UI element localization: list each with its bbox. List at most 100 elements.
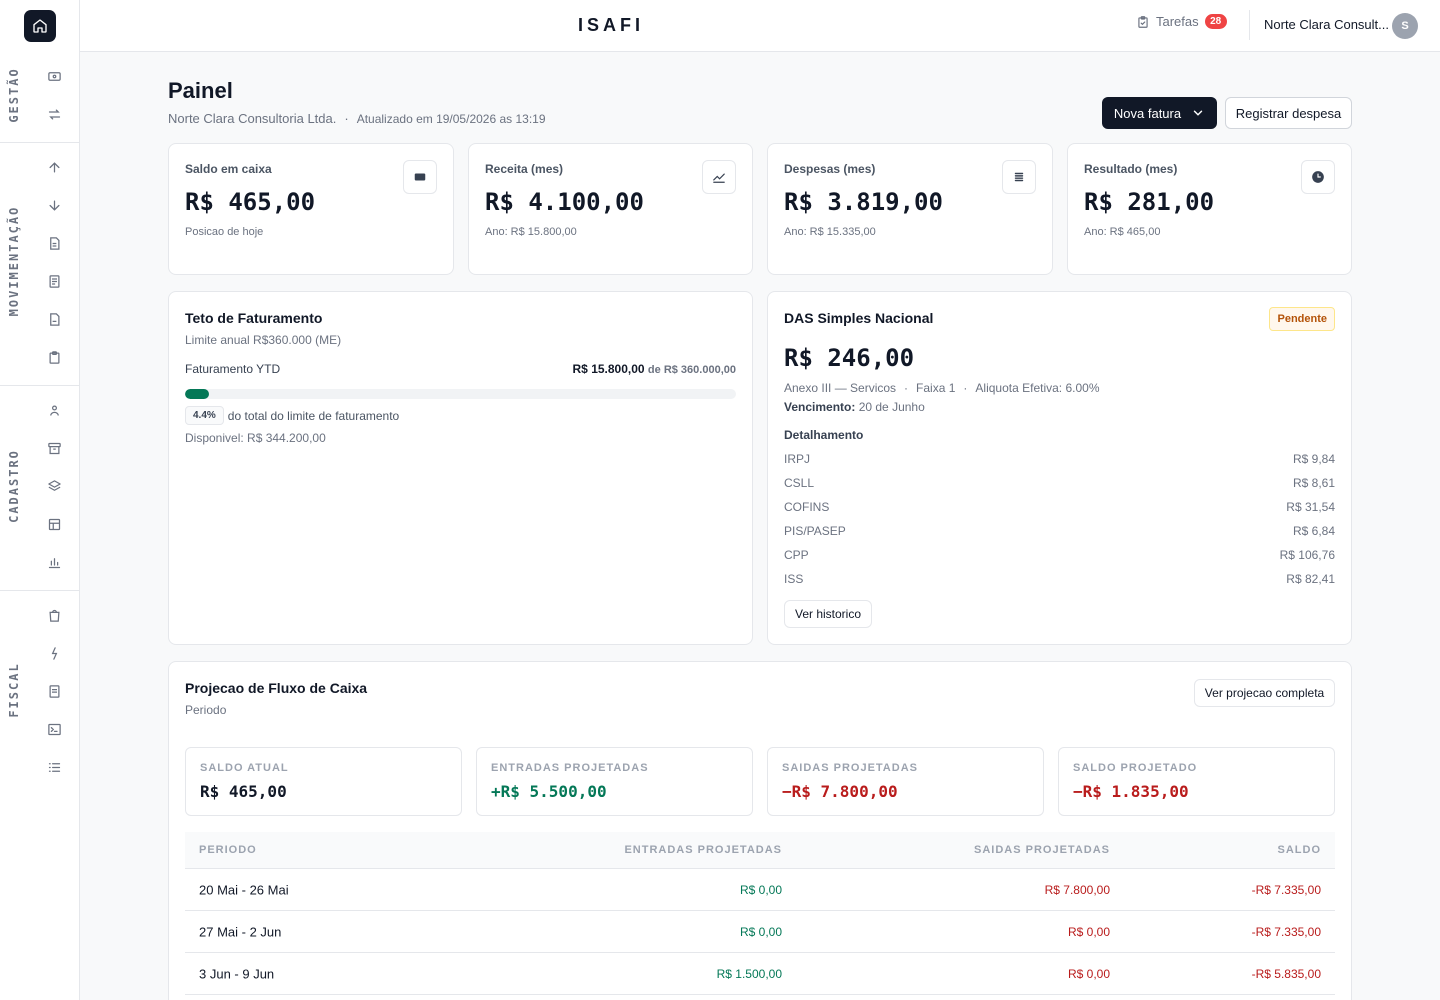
cell-outflow: R$ 0,00 bbox=[1067, 966, 1110, 981]
das-annex: Anexo III — Servicos bbox=[784, 381, 897, 395]
company-switcher[interactable]: Norte Clara Consult... bbox=[1264, 17, 1389, 32]
sidebar: GESTÃO MOVIMENTAÇÃO CADASTRO bbox=[0, 0, 80, 1000]
app-brand: ISAFI bbox=[577, 15, 644, 35]
document-icon[interactable] bbox=[44, 233, 64, 253]
register-expense-button[interactable]: Registrar despesa bbox=[1225, 97, 1352, 129]
new-invoice-button[interactable]: Nova fatura bbox=[1102, 97, 1217, 129]
tasks-label: Tarefas bbox=[1156, 14, 1199, 29]
column-header: PERIODO bbox=[199, 844, 257, 856]
topbar: ISAFI Tarefas 28 Norte Clara Consult... … bbox=[80, 0, 1440, 52]
separator-dot: · bbox=[344, 111, 349, 126]
page-subtitle: Norte Clara Consultoria Ltda. · Atualizado… bbox=[168, 111, 546, 126]
summary-card-projected-balance: SALDO PROJETADO −R$ 1.835,00 bbox=[1058, 747, 1335, 816]
tax-value: R$ 8,61 bbox=[1292, 476, 1335, 490]
invoice-icon[interactable] bbox=[44, 271, 64, 291]
chevron-down-icon bbox=[1193, 110, 1203, 116]
summary-card-current-balance: SALDO ATUAL R$ 465,00 bbox=[185, 747, 462, 816]
clipboard-check-icon bbox=[1138, 15, 1148, 28]
archive-icon[interactable] bbox=[44, 438, 64, 458]
stat-value: R$ 3.819,00 bbox=[784, 188, 943, 216]
tax-value: R$ 9,84 bbox=[1292, 452, 1335, 466]
arrow-up-icon[interactable] bbox=[44, 157, 64, 177]
projection-table: PERIODO ENTRADAS PROJETADAS SAIDAS PROJE… bbox=[185, 832, 1335, 995]
home-button[interactable] bbox=[24, 10, 56, 42]
available-amount: Disponivel: R$ 344.200,00 bbox=[185, 431, 326, 445]
das-card: DAS Simples Nacional Pendente R$ 246,00 … bbox=[767, 291, 1352, 645]
bar-chart-icon[interactable] bbox=[44, 552, 64, 572]
view-full-projection-button[interactable]: Ver projecao completa bbox=[1194, 679, 1335, 707]
ytd-amount: R$ 15.800,00 bbox=[572, 362, 645, 376]
file-text-icon[interactable] bbox=[44, 681, 64, 701]
table-row[interactable]: 20 Mai - 26 Mai R$ 0,00 R$ 7.800,00 -R$ … bbox=[185, 869, 1335, 911]
stat-card-revenue: Receita (mes) R$ 4.100,00 Ano: R$ 15.800… bbox=[468, 143, 753, 275]
stat-label: Saldo em caixa bbox=[185, 162, 272, 176]
percent-row: 4.4% do total do limite de faturamento bbox=[185, 406, 399, 425]
summary-label: SALDO PROJETADO bbox=[1073, 762, 1198, 774]
cell-period: 27 Mai - 2 Jun bbox=[199, 924, 282, 939]
shopping-bag-icon[interactable] bbox=[44, 605, 64, 625]
table-row[interactable]: 3 Jun - 9 Jun R$ 1.500,00 R$ 0,00 -R$ 5.… bbox=[185, 953, 1335, 995]
cell-period: 20 Mai - 26 Mai bbox=[199, 882, 289, 897]
tax-row: ISS R$ 82,41 bbox=[784, 572, 1335, 586]
tax-value: R$ 31,54 bbox=[1286, 500, 1335, 514]
wallet-icon[interactable] bbox=[44, 66, 64, 86]
user-icon[interactable] bbox=[44, 400, 64, 420]
ytd-label: Faturamento YTD bbox=[185, 362, 281, 376]
das-value: R$ 246,00 bbox=[784, 344, 915, 372]
stat-value: R$ 4.100,00 bbox=[485, 188, 644, 216]
stat-value: R$ 281,00 bbox=[1084, 188, 1215, 216]
table-header: PERIODO ENTRADAS PROJETADAS SAIDAS PROJE… bbox=[185, 832, 1335, 869]
cashflow-projection-card: Projecao de Fluxo de Caixa Periodo Ver p… bbox=[168, 661, 1352, 1000]
tax-row: IRPJ R$ 9,84 bbox=[784, 452, 1335, 466]
receipt-icon[interactable] bbox=[44, 309, 64, 329]
new-invoice-label: Nova fatura bbox=[1113, 105, 1182, 121]
stat-card-cash: Saldo em caixa R$ 465,00 Posicao de hoje bbox=[168, 143, 454, 275]
card-title: Projecao de Fluxo de Caixa bbox=[185, 680, 368, 696]
cell-balance: -R$ 5.835,00 bbox=[1251, 966, 1321, 981]
percent-badge: 4.4% bbox=[185, 406, 224, 425]
transfer-icon[interactable] bbox=[44, 104, 64, 124]
ytd-limit: de R$ 360.000,00 bbox=[647, 364, 736, 376]
stat-sub: Posicao de hoje bbox=[185, 226, 264, 238]
terminal-icon[interactable] bbox=[44, 719, 64, 739]
wallet-icon bbox=[403, 160, 437, 194]
avatar[interactable]: S bbox=[1392, 13, 1418, 39]
column-header: SALDO bbox=[1277, 844, 1321, 856]
stat-label: Despesas (mes) bbox=[784, 162, 876, 176]
table-row[interactable]: 27 Mai - 2 Jun R$ 0,00 R$ 0,00 -R$ 7.335… bbox=[185, 911, 1335, 953]
das-bracket: Faixa 1 bbox=[916, 381, 956, 395]
list-icon[interactable] bbox=[44, 757, 64, 777]
stat-label: Receita (mes) bbox=[485, 162, 564, 176]
summary-value: −R$ 1.835,00 bbox=[1073, 782, 1189, 801]
card-subtitle: Periodo bbox=[185, 703, 227, 717]
list-icon bbox=[1002, 160, 1036, 194]
tax-row: CPP R$ 106,76 bbox=[784, 548, 1335, 562]
das-meta: Anexo III — Servicos · Faixa 1 · Aliquota Ef… bbox=[784, 381, 1099, 395]
summary-card-projected-outflows: SAIDAS PROJETADAS −R$ 7.800,00 bbox=[767, 747, 1044, 816]
tax-row: PIS/PASEP R$ 6,84 bbox=[784, 524, 1335, 538]
dollar-icon[interactable] bbox=[44, 643, 64, 663]
billing-progress-bar bbox=[185, 389, 736, 399]
stat-card-result: Resultado (mes) R$ 281,00 Ano: R$ 465,00 bbox=[1067, 143, 1352, 275]
tax-name: PIS/PASEP bbox=[784, 524, 846, 538]
table-icon[interactable] bbox=[44, 514, 64, 534]
summary-value: +R$ 5.500,00 bbox=[491, 782, 607, 801]
stat-sub: Ano: R$ 465,00 bbox=[1084, 226, 1161, 238]
layers-icon[interactable] bbox=[44, 476, 64, 496]
clipboard-icon[interactable] bbox=[44, 347, 64, 367]
tax-value: R$ 106,76 bbox=[1279, 548, 1335, 562]
home-icon bbox=[33, 19, 47, 33]
cell-inflow: R$ 0,00 bbox=[739, 924, 782, 939]
view-history-button[interactable]: Ver historico bbox=[784, 600, 872, 628]
sidebar-section-label: FISCAL bbox=[7, 662, 21, 718]
status-badge: Pendente bbox=[1269, 307, 1335, 331]
arrow-down-icon[interactable] bbox=[44, 195, 64, 215]
cell-outflow: R$ 0,00 bbox=[1067, 924, 1110, 939]
tasks-button[interactable]: Tarefas 28 bbox=[1136, 14, 1227, 29]
divider bbox=[1249, 10, 1250, 40]
stat-sub: Ano: R$ 15.335,00 bbox=[784, 226, 876, 238]
column-header: SAIDAS PROJETADAS bbox=[974, 844, 1110, 856]
das-rate: Aliquota Efetiva: 6.00% bbox=[975, 381, 1100, 395]
billing-ceiling-card: Teto de Faturamento Limite anual R$360.0… bbox=[168, 291, 753, 645]
due-value: 20 de Junho bbox=[858, 400, 925, 414]
